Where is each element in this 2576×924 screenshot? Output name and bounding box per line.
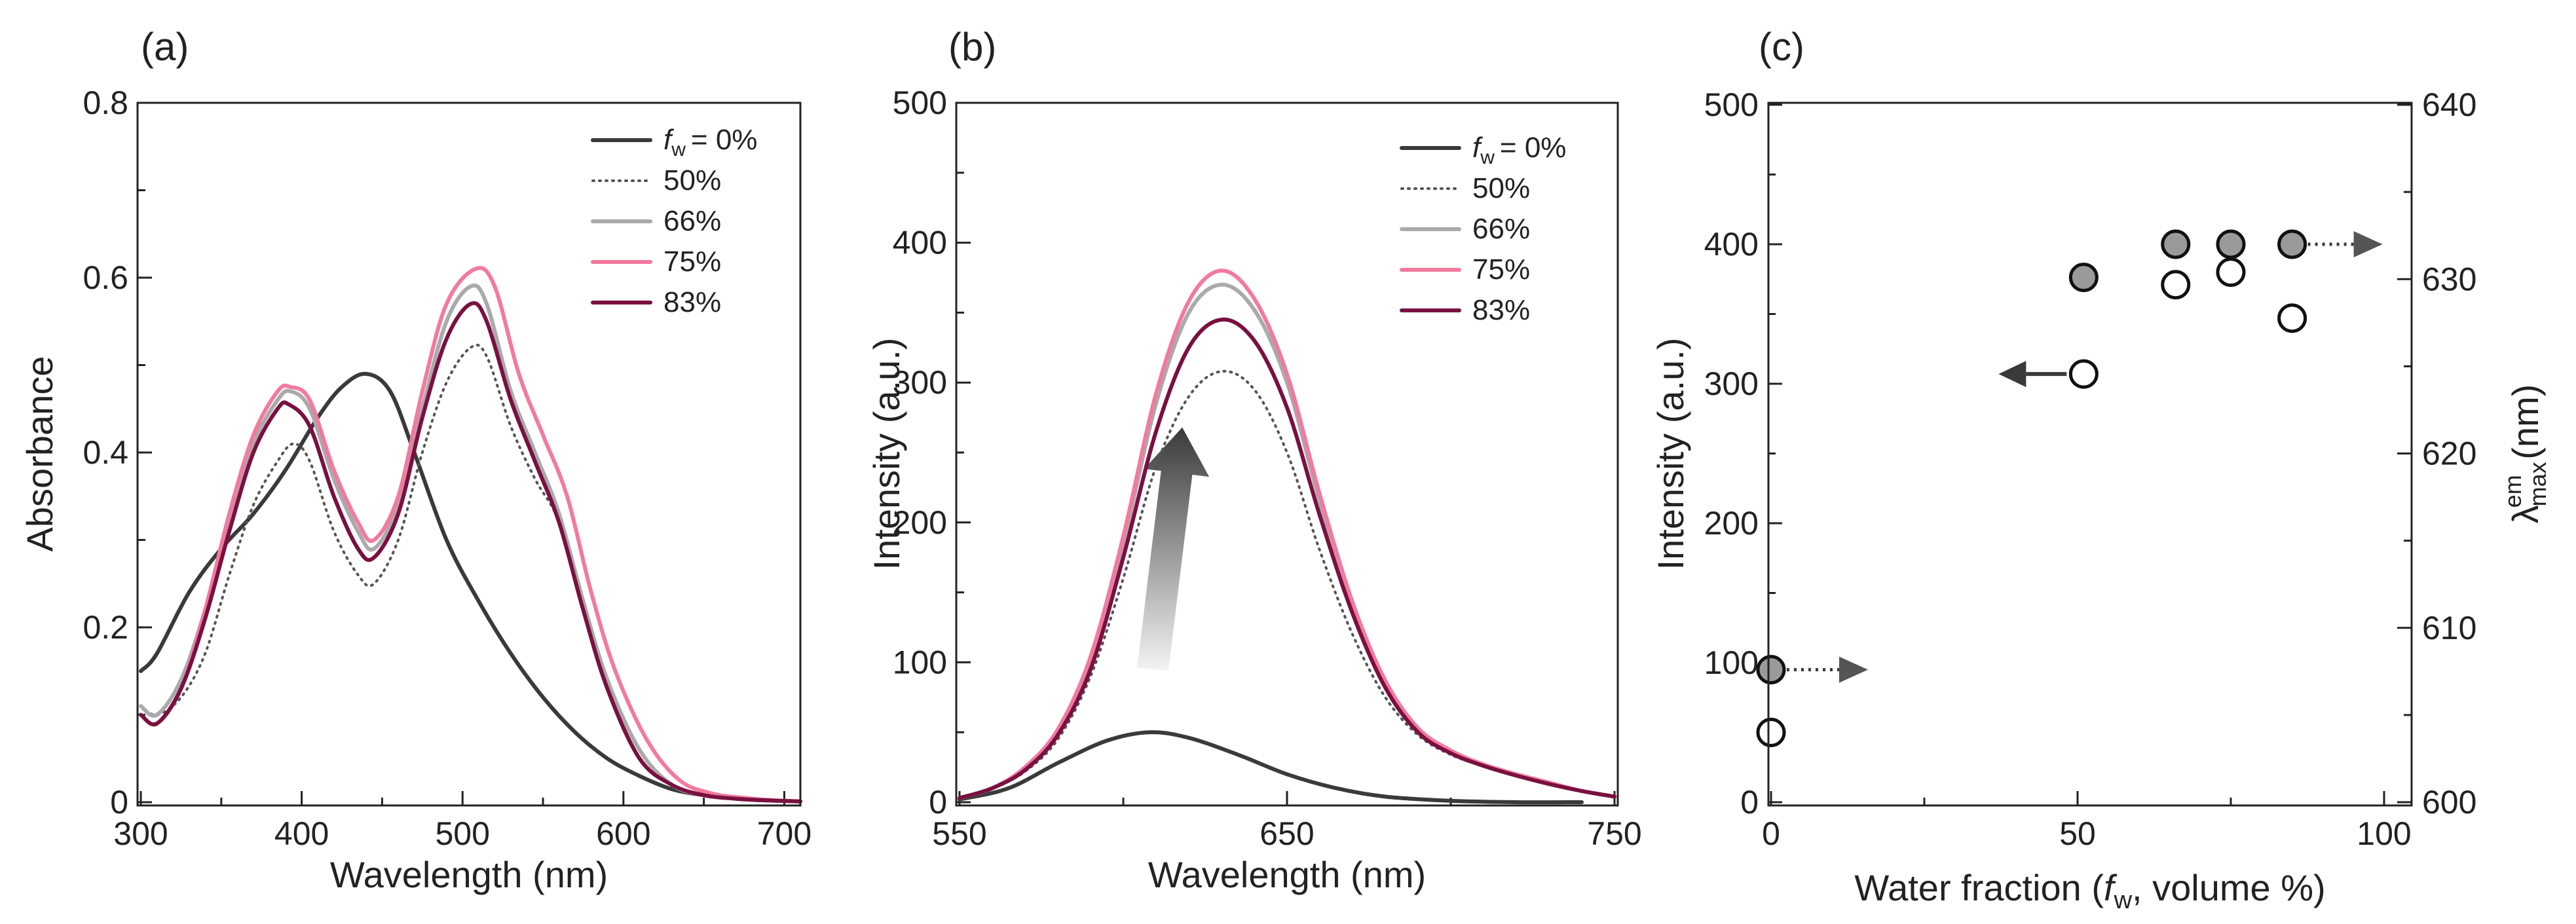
panel-c-ytick-label: 500 [1704,86,1759,123]
panel-b-legend-label-fw0: fw = 0% [1472,132,1566,168]
panel-a-ylabel: Absorbance [19,356,60,552]
panel-a-ytick-label: 0.4 [83,434,128,471]
panel-c-ylabel: Intensity (a.u.) [1650,338,1691,570]
panel-b-intensity-chart: (b) 550 650 750 0 100 200 300 400 500 fw = 0% 50% 6… [866,25,1642,895]
panel-a-ytick-label: 0.2 [83,609,128,646]
panel-b-ytick-label: 200 [893,504,947,541]
right-arrow-icon [2353,231,2383,257]
panel-a-xlabel: Wavelength (nm) [330,854,608,895]
panel-b-ytick-label: 300 [893,364,947,401]
panel-a-legend-label-fw50: 50% [663,164,721,196]
panel-a-xtick-label: 600 [596,815,650,852]
panel-c-xlabel: Water fraction (fw, volume %) [1854,867,2325,914]
panel-a-legend-label-fw75: 75% [663,246,721,278]
panel-b-frame [955,102,1619,807]
panel-b-legend-label-fw66: 66% [1472,213,1530,245]
panel-c-ytick-label: 100 [1704,644,1759,681]
panel-c-point-lambda [2216,229,2246,259]
panel-b-ytick-label: 0 [929,784,947,821]
panel-c-point-lambda [2277,229,2307,259]
panel-a-label: (a) [141,25,189,69]
panel-b-legend-label-fw83: 83% [1472,294,1530,326]
panel-a-ytick-label: 0.6 [83,259,128,296]
panel-a-series-fw0 [139,371,802,804]
panel-a-series-fw50 [140,343,802,803]
panel-c-point-intensity [2277,303,2307,333]
panel-b-series-fw83 [958,317,1616,800]
panel-a-xtick-label: 300 [113,815,168,852]
panel-c-ytick-label: 0 [1740,784,1759,821]
panel-a-xtick-label: 500 [436,815,490,852]
panel-a-xtick-label: 700 [757,815,812,852]
panel-c-point-intensity [2068,359,2099,389]
left-arrow-icon [1998,361,2026,388]
panel-a-series-fw75 [139,266,802,804]
panel-b-xlabel: Wavelength (nm) [1148,854,1426,895]
panel-c-point-intensity [2216,257,2246,287]
panel-a-series-fw83 [139,301,802,804]
panel-b-series-fw75 [958,268,1616,800]
panel-b-xtick-label: 650 [1260,815,1314,852]
panel-c-y2label: λmaxem (nm) [2499,384,2551,524]
panel-b-series-fw66 [958,282,1616,800]
panel-c-xtick-label: 50 [2059,815,2096,852]
panel-b-label: (b) [948,25,996,69]
panel-a-frame [136,102,802,807]
panel-a-legend-label-fw66: 66% [663,205,721,237]
right-arrow-icon [1839,656,1868,683]
panel-b-ytick-label: 500 [893,84,947,121]
panel-b-ytick-label: 100 [893,644,947,680]
panel-a-absorbance-chart: (a) 300 400 500 600 700 0 0.2 0.4 0.6 0.8 fw = 0% 5… [19,25,812,895]
panel-c-ytick-label: 400 [1704,226,1759,263]
panel-a-xtick-label: 400 [274,815,329,852]
panel-c-point-lambda [2068,263,2099,293]
panel-c-point-lambda [2161,229,2191,259]
panel-c-ytick-label: 300 [1704,365,1759,402]
panel-b-series-fw0 [958,730,1584,805]
panel-a-ytick-label: 0 [110,784,128,821]
panel-c-y2tick-label: 600 [2422,784,2476,821]
panel-b-legend-label-fw75: 75% [1472,253,1530,286]
panel-c-point-intensity [1756,718,1786,747]
panel-a-legend-label-fw83: 83% [663,286,721,318]
panel-c-label: (c) [1759,25,1804,69]
panel-c-y2tick-label: 630 [2422,261,2476,297]
panel-b-xtick-label: 550 [932,815,986,852]
panel-c-y2tick-label: 610 [2422,610,2476,646]
panel-c-y2tick-label: 640 [2422,86,2476,123]
panel-b-ytick-label: 400 [893,225,947,261]
panel-c-frame [1767,102,2413,807]
panel-c-point-intensity [2161,270,2191,300]
panel-c-scatter-chart: (c) 0 50 100 0 100 200 300 400 500 600 610 620 630 64… [1650,25,2551,914]
panel-c-point-lambda [1756,655,1786,685]
panel-c-ytick-label: 200 [1704,505,1759,542]
panel-c-xtick-label: 0 [1762,815,1780,852]
panel-a-ytick-label: 0.8 [83,84,128,121]
panel-a-series-fw66 [139,283,802,804]
panel-b-xtick-label: 750 [1587,815,1641,852]
increase-arrow-icon [1137,427,1210,671]
panel-c-xtick-label: 100 [2357,815,2411,852]
panel-a-legend-label-fw0: fw = 0% [663,124,757,160]
panel-c-y2tick-label: 620 [2422,435,2476,472]
panel-b-ylabel: Intensity (a.u.) [866,338,907,570]
panel-b-legend-label-fw50: 50% [1472,172,1530,204]
